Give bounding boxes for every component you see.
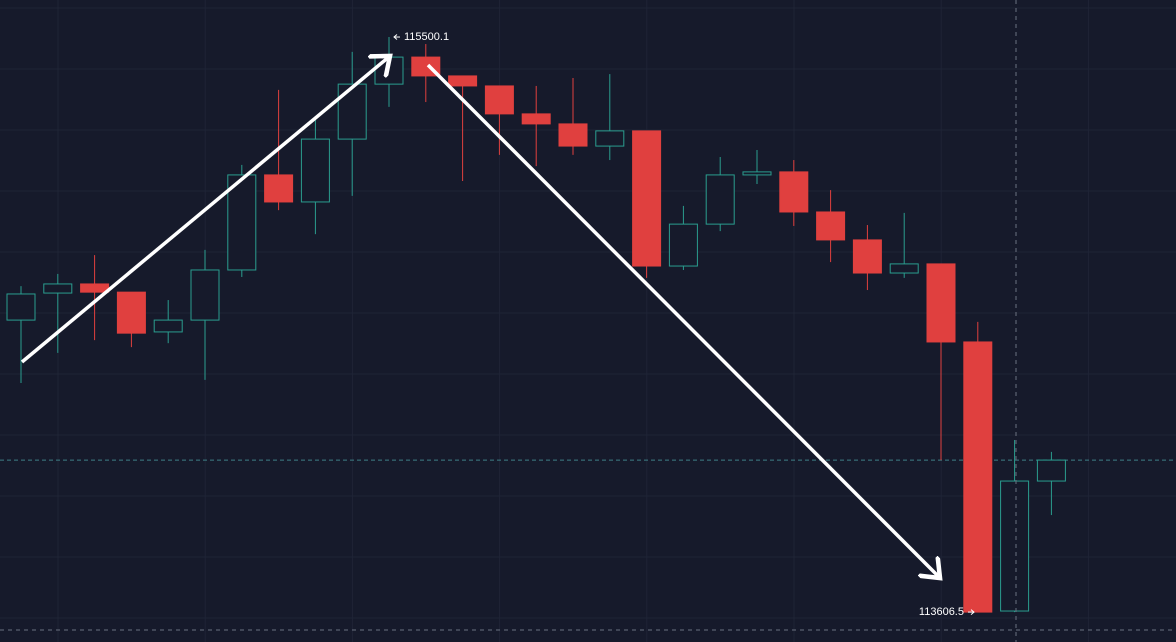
candle-body: [448, 75, 478, 87]
candle-body: [742, 171, 772, 176]
candle-body: [190, 269, 220, 321]
candle-body: [153, 319, 183, 333]
candle-body: [374, 56, 404, 85]
candle-body: [816, 211, 846, 241]
low-pointer-head: [970, 609, 975, 615]
candle-body: [558, 123, 588, 147]
candle-body: [705, 174, 735, 225]
candle-body: [1036, 459, 1066, 482]
candle-body: [632, 130, 662, 267]
candle-body: [484, 85, 514, 115]
candle-body: [963, 341, 993, 613]
candle-body: [6, 293, 36, 321]
high-label: 115500.1: [404, 31, 449, 43]
low-label: 113606.5: [919, 606, 964, 618]
candle-body: [1000, 480, 1030, 612]
candle-body: [926, 263, 956, 343]
candle-body: [668, 223, 698, 267]
candle-body: [779, 171, 809, 213]
candle-body: [521, 113, 551, 125]
candle-body: [227, 174, 257, 271]
candle-body: [595, 130, 625, 147]
candle-body: [889, 263, 919, 274]
plot: [0, 37, 1176, 613]
candle-body: [300, 138, 330, 203]
candle-body: [264, 174, 294, 203]
high-pointer-head: [393, 34, 398, 40]
candle-body: [116, 291, 146, 334]
candle-body: [852, 239, 882, 274]
trend-arrow-down: [426, 63, 940, 578]
candle-body: [43, 283, 73, 294]
candle-body: [337, 83, 367, 140]
trend-arrow-up: [20, 56, 390, 364]
candle-body: [80, 283, 110, 293]
